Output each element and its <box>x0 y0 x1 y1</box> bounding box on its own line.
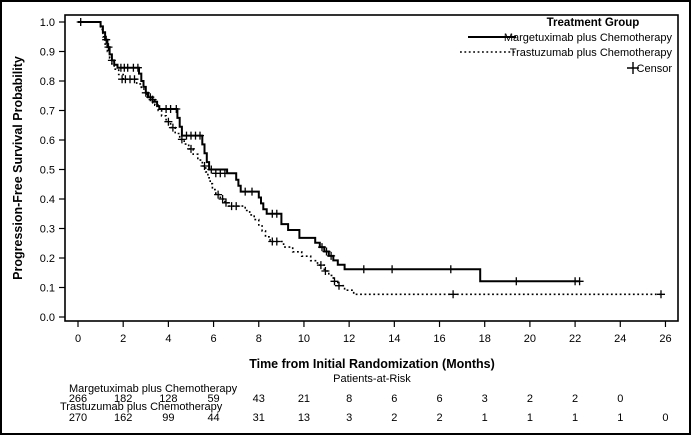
legend: Treatment Group Margetuximab plus Chemot… <box>460 17 672 75</box>
x-tick-label: 16 <box>433 333 445 345</box>
risk-row-label-margetuximab: Margetuximab plus Chemotherapy <box>69 383 238 395</box>
risk-count: 0 <box>617 393 623 405</box>
km-plot-svg: 0 2 4 6 8 10 12 14 16 18 20 22 24 260.00.10.20.30.40.… <box>11 14 679 424</box>
x-tick-label: 4 <box>165 333 171 345</box>
y-tick-label: 0.0 <box>40 312 55 324</box>
risk-count: 1 <box>482 412 488 424</box>
risk-count: 31 <box>253 412 265 424</box>
x-tick-label: 12 <box>343 333 355 345</box>
risk-count: 182 <box>114 393 132 405</box>
y-tick-label: 0.1 <box>40 283 55 295</box>
x-tick-label: 6 <box>211 333 217 345</box>
curves-layer <box>76 18 665 299</box>
x-tick-label: 20 <box>524 333 536 345</box>
risk-count: 270 <box>69 412 87 424</box>
y-tick-label: 0.6 <box>40 135 55 147</box>
x-tick-label: 8 <box>256 333 262 345</box>
risk-count: 99 <box>162 412 174 424</box>
risk-count: 0 <box>662 412 668 424</box>
x-axis-title: Time from Initial Randomization (Months) <box>249 357 495 371</box>
censor-marks-margetuximab <box>76 18 584 286</box>
axes-layer: 0 2 4 6 8 10 12 14 16 18 20 22 24 260.00.10.20.30.40.… <box>40 14 679 345</box>
y-tick-label: 0.9 <box>40 47 55 59</box>
y-tick-label: 0.4 <box>40 194 55 206</box>
y-tick-label: 0.5 <box>40 165 55 177</box>
risk-count: 266 <box>69 393 87 405</box>
x-tick-label: 26 <box>659 333 671 345</box>
risk-count: 43 <box>253 393 265 405</box>
risk-count: 59 <box>207 393 219 405</box>
risk-table-title: Patients-at-Risk <box>333 373 411 385</box>
x-tick-label: 22 <box>569 333 581 345</box>
risk-count: 162 <box>114 412 132 424</box>
risk-count: 13 <box>298 412 310 424</box>
risk-count: 8 <box>346 393 352 405</box>
risk-count: 21 <box>298 393 310 405</box>
y-tick-label: 0.3 <box>40 224 55 236</box>
x-tick-label: 0 <box>75 333 81 345</box>
risk-count: 3 <box>346 412 352 424</box>
risk-count: 1 <box>527 412 533 424</box>
plot-box <box>64 14 679 322</box>
censor-marks-trastuzumab <box>118 75 665 299</box>
km-curve-margetuximab <box>78 21 580 283</box>
x-tick-label: 24 <box>614 333 626 345</box>
risk-count: 2 <box>572 393 578 405</box>
x-tick-label: 14 <box>388 333 400 345</box>
y-tick-label: 0.8 <box>40 76 55 88</box>
risk-count: 1 <box>617 412 623 424</box>
risk-count: 44 <box>207 412 219 424</box>
risk-count: 1 <box>572 412 578 424</box>
risk-row-label-trastuzumab: Trastuzumab plus Chemotherapy <box>60 401 223 413</box>
risk-count: 6 <box>391 393 397 405</box>
y-tick-label: 1.0 <box>40 17 55 29</box>
risk-count: 2 <box>436 412 442 424</box>
risk-count: 3 <box>482 393 488 405</box>
risk-count: 128 <box>159 393 177 405</box>
km-curve-trastuzumab <box>78 21 661 296</box>
risk-count: 6 <box>436 393 442 405</box>
legend-label-censor: Censor <box>637 63 673 75</box>
y-tick-label: 0.7 <box>40 106 55 118</box>
legend-label-trastuzumab: Trastuzumab plus Chemotherapy <box>510 47 673 59</box>
legend-censor-icon <box>627 62 639 74</box>
risk-count: 2 <box>391 412 397 424</box>
legend-label-margetuximab: Margetuximab plus Chemotherapy <box>504 32 673 44</box>
legend-title: Treatment Group <box>547 17 640 29</box>
y-tick-label: 0.2 <box>40 253 55 265</box>
x-tick-label: 2 <box>120 333 126 345</box>
y-axis-title: Progression-Free Survival Probability <box>11 56 25 280</box>
risk-count: 2 <box>527 393 533 405</box>
x-tick-label: 18 <box>479 333 491 345</box>
x-tick-label: 10 <box>298 333 310 345</box>
